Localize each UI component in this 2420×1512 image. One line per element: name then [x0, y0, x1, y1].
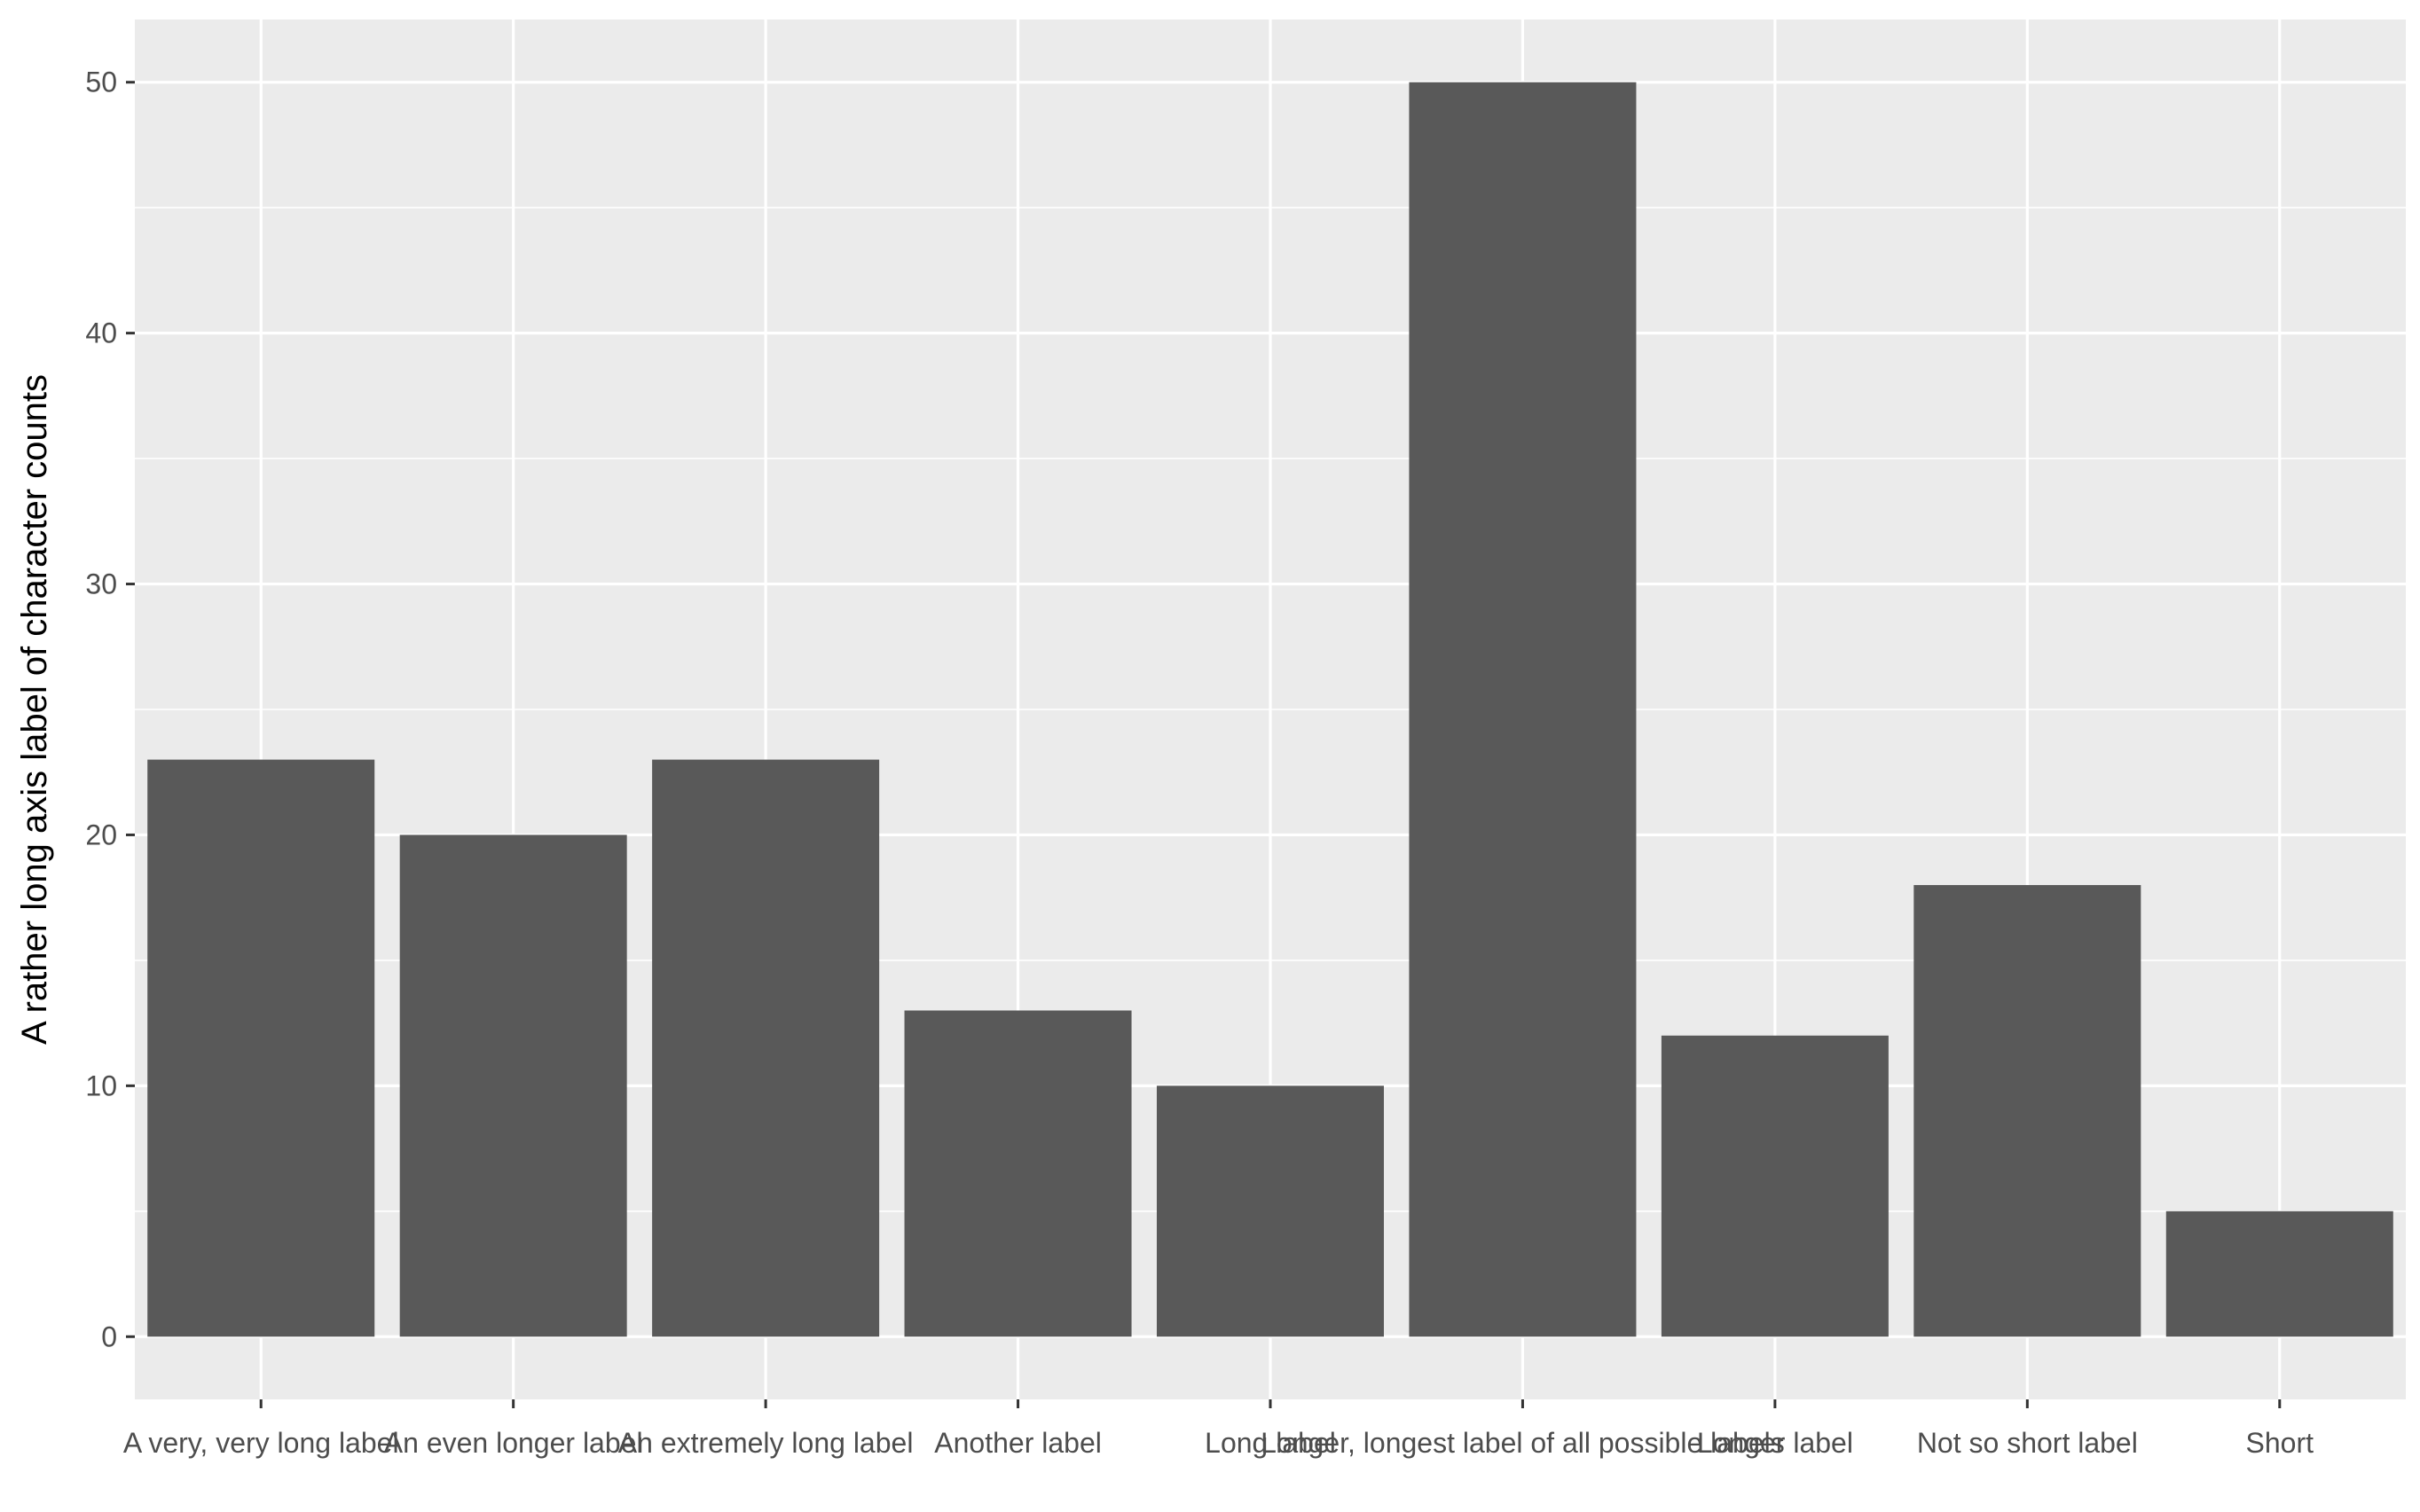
x-tick-label: Not so short label — [1917, 1427, 2138, 1459]
y-tick-label: 50 — [85, 67, 117, 98]
bar — [2165, 1210, 2393, 1337]
x-tick-label: An extremely long label — [618, 1427, 914, 1459]
bar — [1157, 1085, 1384, 1337]
y-tick-label: 10 — [85, 1069, 117, 1101]
x-tick-label: Long label — [1205, 1427, 1336, 1459]
bar — [1913, 885, 2141, 1337]
x-tick-label: A very, very long label — [123, 1427, 399, 1459]
bar — [1661, 1035, 1889, 1337]
bar — [1409, 82, 1637, 1337]
y-tick-label: 30 — [85, 568, 117, 600]
bar — [904, 1010, 1132, 1337]
y-tick-label: 20 — [85, 819, 117, 850]
y-axis-title: A rather long axis label of character co… — [15, 374, 54, 1045]
bar — [399, 834, 627, 1337]
bar — [652, 759, 880, 1337]
x-tick-label: An even longer label — [384, 1427, 643, 1459]
bars-group — [147, 82, 2393, 1337]
x-tick-label: Longer label — [1697, 1427, 1853, 1459]
x-tick-label: Longer, longest label of all possible la… — [1261, 1427, 1785, 1459]
y-axis: 0 10 20 30 40 50 — [85, 67, 135, 1352]
bar — [147, 759, 375, 1337]
x-tick-label: Short — [2246, 1427, 2314, 1459]
x-tick-label: Another label — [934, 1427, 1102, 1459]
y-tick-label: 0 — [101, 1320, 117, 1352]
y-tick-label: 40 — [85, 317, 117, 349]
